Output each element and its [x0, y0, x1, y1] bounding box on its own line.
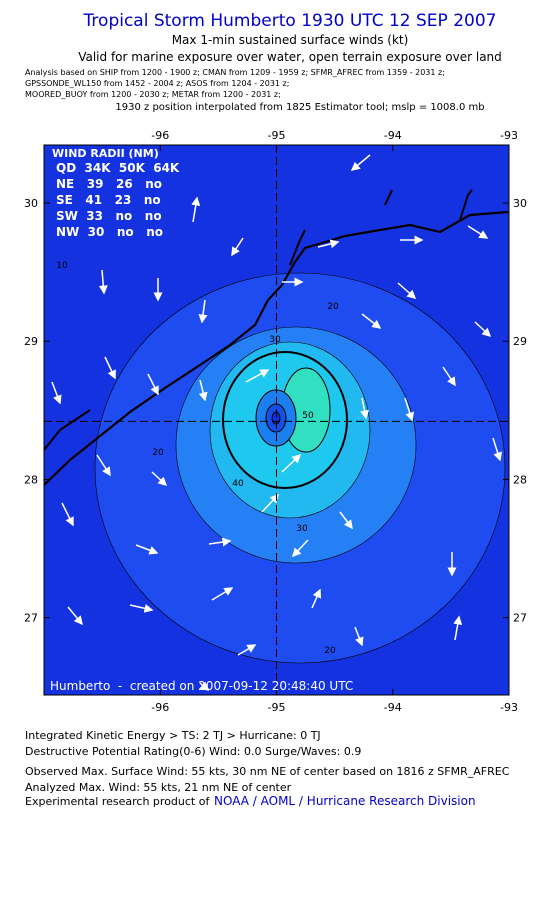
wind-vector: [129, 603, 154, 613]
wind-vector: [199, 681, 210, 691]
wind-vector: [397, 282, 417, 299]
wind-vector: [135, 544, 159, 555]
footer-line: Integrated Kinetic Energy > TS: 2 TJ > H…: [25, 729, 321, 742]
x-tick-label: -95: [268, 701, 286, 714]
wind-vector: [317, 239, 340, 249]
radii-row: NW 30 no no: [56, 225, 163, 239]
wind-vector: [198, 379, 208, 402]
product-prefix: Experimental research product of: [25, 795, 210, 808]
y-tick-label: 27: [513, 612, 527, 625]
x-tick-label: -93: [500, 129, 518, 142]
y-tick-label: 30: [513, 197, 527, 210]
contour-label: 30: [269, 335, 281, 345]
validity: Valid for marine exposure over water, op…: [78, 50, 502, 64]
contour-label: 20: [152, 448, 164, 458]
radii-title: WIND RADII (NM): [52, 147, 159, 160]
wind-vector: [211, 587, 234, 601]
wind-vector: [261, 493, 280, 513]
radii-row: SW 33 no no: [56, 209, 162, 223]
x-tick-label: -96: [151, 701, 169, 714]
wind-vector: [354, 626, 364, 647]
wind-vector: [453, 615, 463, 641]
wind-vector: [245, 369, 270, 383]
x-tick-label: -93: [500, 701, 518, 714]
analysis-line: Analysis based on SHIP from 1200 - 1900 …: [25, 68, 445, 77]
contour-label: 20: [327, 302, 339, 312]
wind-vector: [104, 356, 116, 380]
footer-line: Analyzed Max. Wind: 55 kts, 21 nm NE of …: [25, 781, 292, 794]
coastline: [44, 210, 509, 486]
contour-label: 20: [324, 646, 336, 656]
credit: Humberto - created on 2007-09-12 20:48:4…: [50, 679, 353, 693]
wind-vector: [281, 453, 302, 473]
footer-line: Observed Max. Surface Wind: 55 kts, 30 n…: [25, 765, 510, 778]
contour-label: 10: [56, 261, 68, 271]
wind-vector: [51, 381, 62, 405]
wind-vector: [492, 437, 503, 462]
wind-vector: [350, 154, 371, 171]
product-org: NOAA / AOML / Hurricane Research Divisio…: [214, 794, 476, 808]
x-tick-label: -94: [384, 701, 402, 714]
y-tick-label: 29: [24, 335, 38, 348]
wind-vector: [237, 644, 257, 656]
wind-vector: [404, 397, 415, 422]
y-tick-label: 29: [513, 335, 527, 348]
wind-vector: [61, 502, 74, 527]
coastline: [44, 189, 473, 451]
wind-vector: [339, 511, 353, 530]
y-tick-label: 28: [24, 473, 38, 486]
wind-vector: [198, 299, 208, 324]
y-tick-label: 30: [24, 197, 38, 210]
radii-row: SE 41 23 no: [56, 193, 161, 207]
footer-line: Destructive Potential Rating(0-6) Wind: …: [25, 745, 361, 758]
x-tick-label: -96: [151, 129, 169, 142]
contour-label: 40: [232, 479, 244, 489]
contour-label: 30: [296, 524, 308, 534]
wind-vector: [208, 537, 232, 547]
wind-vector: [442, 366, 456, 387]
wind-vector: [474, 321, 492, 338]
subtitle: Max 1-min sustained surface winds (kt): [172, 33, 409, 47]
radii-row: NE 39 26 no: [56, 177, 162, 191]
wind-vector: [151, 471, 168, 487]
position-note: 1930 z position interpolated from 1825 E…: [115, 102, 484, 113]
wind-vector: [191, 196, 201, 223]
x-tick-label: -95: [268, 129, 286, 142]
wind-vector: [96, 454, 111, 477]
analysis-line: MOORED_BUOY from 1200 - 2030 z; METAR fr…: [25, 90, 281, 99]
wind-vector: [291, 539, 309, 558]
title: Tropical Storm Humberto 1930 UTC 12 SEP …: [83, 11, 497, 31]
wind-vector: [98, 269, 108, 295]
wind-vector: [67, 606, 83, 626]
y-tick-label: 28: [513, 473, 527, 486]
wind-vector: [360, 397, 369, 420]
contour-label: 50: [302, 411, 314, 421]
wind-vector: [467, 225, 489, 239]
wind-vector: [311, 588, 322, 609]
wind-vector: [231, 237, 244, 257]
y-tick-label: 27: [24, 612, 38, 625]
analysis-line: GPSSONDE_WL150 from 1452 - 2004 z; ASOS …: [25, 79, 289, 88]
radii-row: QD 34K 50K 64K: [56, 161, 180, 175]
x-tick-label: -94: [384, 129, 402, 142]
wind-vector: [147, 373, 159, 396]
map-area: 10 20 20 20 30 30 40 50: [44, 145, 509, 695]
wind-vector: [361, 313, 382, 329]
